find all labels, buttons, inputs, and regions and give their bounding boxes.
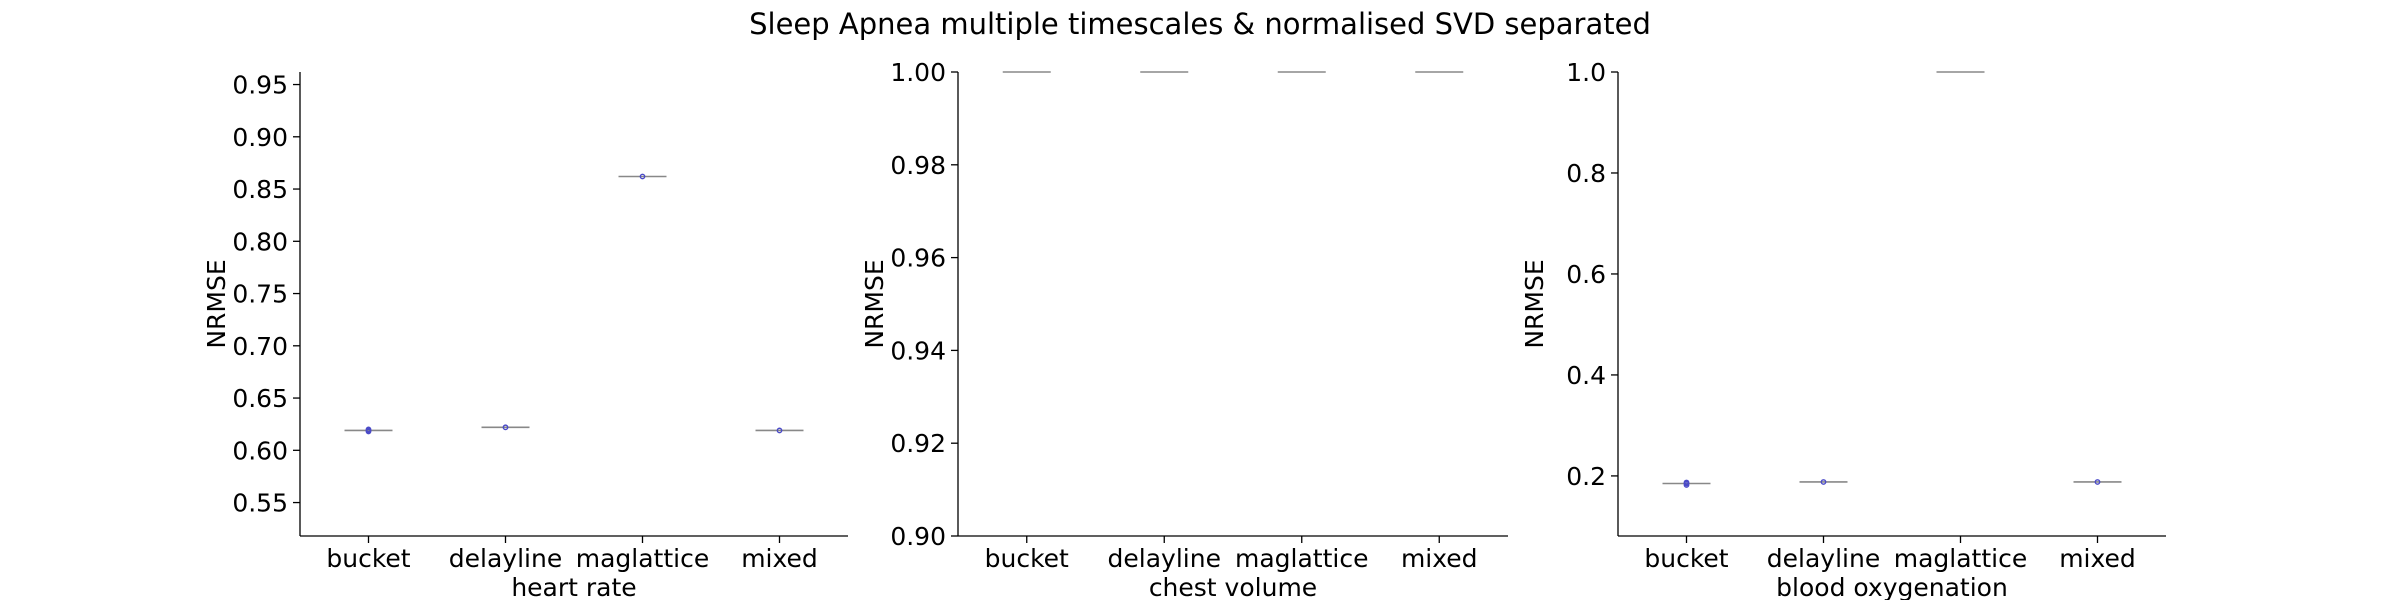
y-tick-label: 0.92 [890,429,946,458]
y-tick-label: 0.65 [232,384,288,413]
y-axis-label: NRMSE [860,259,889,348]
y-axis-label: NRMSE [202,259,231,348]
chart-panel-1: 0.55 0.60 0.65 0.70 0.75 0.80 0.85 0.90 0.95 buck… [202,71,848,600]
y-tick-label: 0.70 [232,332,288,361]
figure-title: Sleep Apnea multiple timescales & normal… [749,7,1651,41]
data-point [776,427,783,434]
y-tick-label: 0.8 [1566,159,1606,188]
x-axis-label: chest volume [1149,573,1317,600]
data-point [1820,479,1827,485]
chart-panel-3: 0.2 0.4 0.6 0.8 1.0 bucket delayline maglattice… [1520,58,2166,600]
data-point [1683,479,1690,486]
x-tick-label: bucket [326,544,410,573]
data-point [639,173,646,180]
data-point [502,424,509,431]
y-tick-label: 0.95 [232,71,288,100]
data-point [365,426,372,433]
y-tick-label: 0.6 [1566,260,1606,289]
y-tick-label: 0.55 [232,489,288,518]
x-axis-label: heart rate [511,573,636,600]
y-tick-label: 0.60 [232,436,288,465]
x-axis-label: blood oxygenation [1776,573,2008,600]
y-axis-label: NRMSE [1520,259,1549,348]
y-tick-label: 1.0 [1566,58,1606,87]
x-tick-label: mixed [2059,544,2136,573]
x-tick-label: maglattice [576,544,709,573]
y-tick-label: 0.85 [232,175,288,204]
y-tick-label: 0.75 [232,280,288,309]
x-tick-label: maglattice [1894,544,2027,573]
x-tick-label: delayline [1108,544,1221,573]
y-tick-label: 0.98 [890,151,946,180]
y-tick-label: 1.00 [890,58,946,87]
y-tick-label: 0.2 [1566,462,1606,491]
x-tick-label: mixed [741,544,818,573]
y-tick-label: 0.96 [890,244,946,273]
chart-panel-2: 0.90 0.92 0.94 0.96 0.98 1.00 bucket delayline m… [860,58,1508,600]
x-tick-label: delayline [449,544,562,573]
data-point [2094,479,2101,485]
x-tick-label: bucket [985,544,1069,573]
x-tick-label: delayline [1767,544,1880,573]
y-tick-label: 0.80 [232,227,288,256]
panels: 0.55 0.60 0.65 0.70 0.75 0.80 0.85 0.90 0.95 buck… [202,58,2166,600]
x-tick-label: maglattice [1235,544,1368,573]
x-tick-label: bucket [1644,544,1728,573]
x-tick-label: mixed [1401,544,1478,573]
y-tick-label: 0.90 [890,522,946,551]
y-tick-label: 0.4 [1566,361,1606,390]
y-tick-label: 0.90 [232,123,288,152]
y-tick-label: 0.94 [890,336,946,365]
